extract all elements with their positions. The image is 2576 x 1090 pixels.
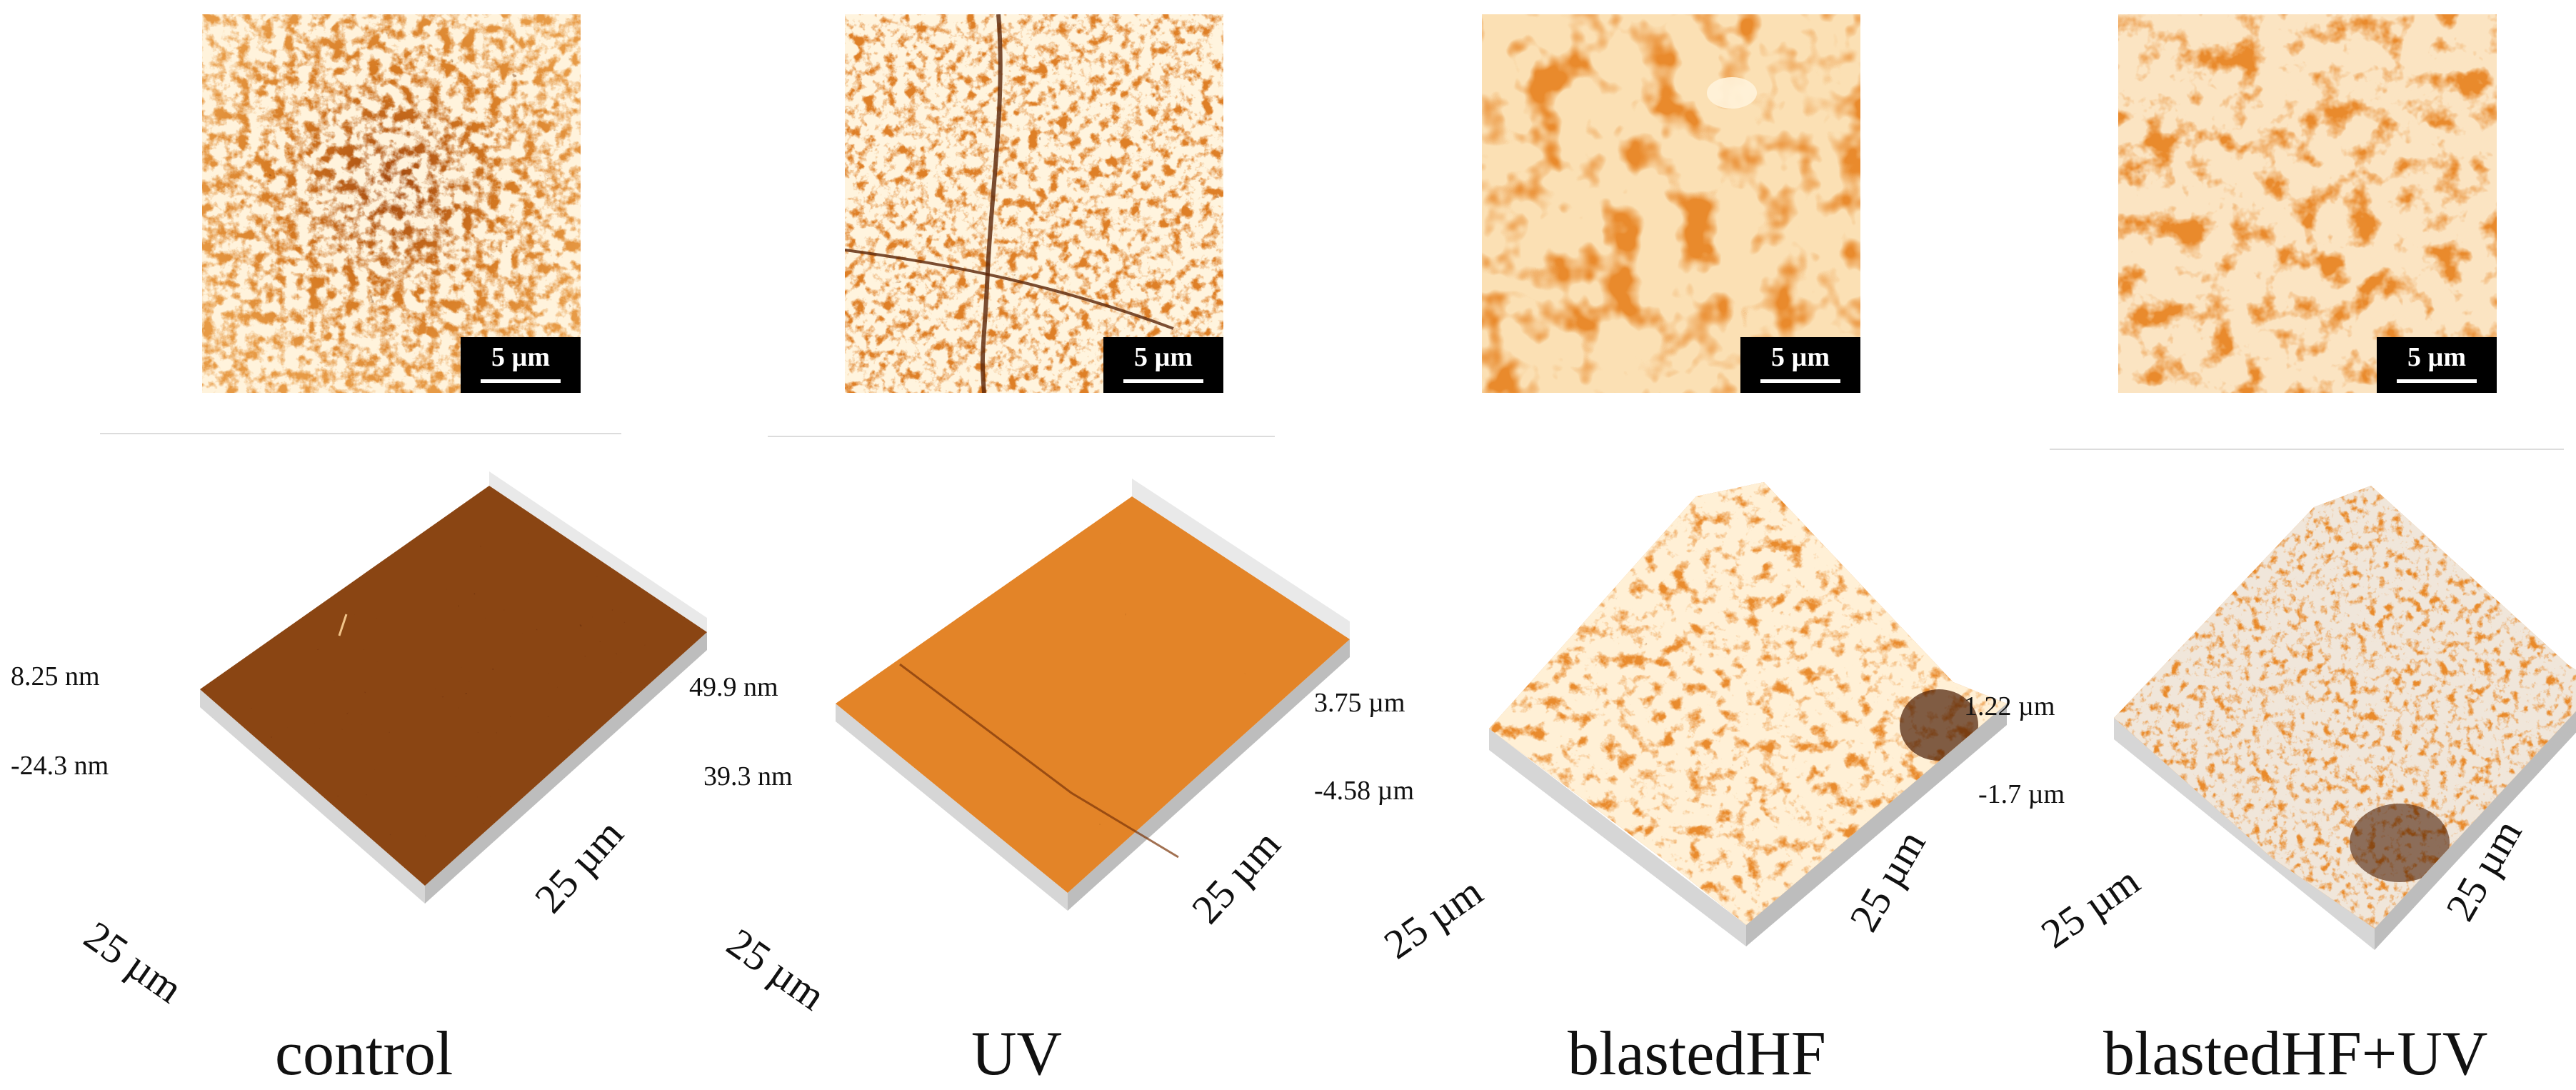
afm-2d-map-uv: 5 µm xyxy=(845,14,1223,393)
scale-bar-label: 5 µm xyxy=(491,342,551,372)
min-height-label: -24.3 nm xyxy=(11,751,109,781)
afm-3d-surface xyxy=(2114,486,2576,950)
afm-3d-control: 25 µm 25 µm xyxy=(76,457,707,1012)
afm-2d-map-blastedhf: 5 µm xyxy=(1482,14,1860,393)
scale-bar-line xyxy=(481,379,561,383)
afm-3d-blastedhf: 25 µm 25 µm xyxy=(1375,468,2018,982)
afm-2d-map-blastedhf-uv: 5 µm xyxy=(2118,14,2497,393)
min-height-label: -1.7 µm xyxy=(1978,779,2065,809)
afm-2d-image xyxy=(2118,14,2497,393)
afm-3d-surface xyxy=(1489,482,2007,946)
scale-bar-line xyxy=(2397,379,2477,383)
max-height-label: 3.75 µm xyxy=(1314,688,1405,718)
scale-bar: 5 µm xyxy=(461,337,581,393)
scale-bar-label: 5 µm xyxy=(1133,342,1193,372)
afm-3d-blastedhf-uv: 25 µm 25 µm xyxy=(2033,471,2576,986)
min-height-label: -4.58 µm xyxy=(1314,776,1415,806)
max-height-label: 8.25 nm xyxy=(11,661,100,691)
scale-bar: 5 µm xyxy=(1740,337,1860,393)
panel-divider xyxy=(768,436,1275,437)
max-height-label: 1.22 µm xyxy=(1964,691,2055,721)
afm-2d-image xyxy=(202,14,581,393)
scale-bar-line xyxy=(1760,379,1840,383)
afm-2d-image xyxy=(845,14,1223,393)
afm-3d-uv: 25 µm 25 µm xyxy=(718,457,1357,1019)
min-height-label: 39.3 nm xyxy=(703,761,793,791)
max-height-label: 49.9 nm xyxy=(689,672,778,702)
panel-divider xyxy=(2050,449,2564,450)
caption-uv: UV xyxy=(971,1019,1063,1089)
scale-bar-label: 5 µm xyxy=(1770,342,1830,372)
caption-control: control xyxy=(275,1019,453,1089)
caption-blastedhf: blastedHF xyxy=(1568,1019,1826,1089)
afm-3d-surface xyxy=(836,479,1350,911)
caption-blastedhf-uv: blastedHF+UV xyxy=(2103,1019,2488,1089)
scale-bar-label: 5 µm xyxy=(2407,342,2467,372)
scale-bar: 5 µm xyxy=(1103,337,1223,393)
scale-bar: 5 µm xyxy=(2377,337,2497,393)
panel-divider xyxy=(100,433,621,434)
afm-2d-image xyxy=(1482,14,1860,393)
afm-2d-map-control: 5 µm xyxy=(202,14,581,393)
afm-3d-surface xyxy=(200,471,707,904)
scale-bar-line xyxy=(1123,379,1203,383)
